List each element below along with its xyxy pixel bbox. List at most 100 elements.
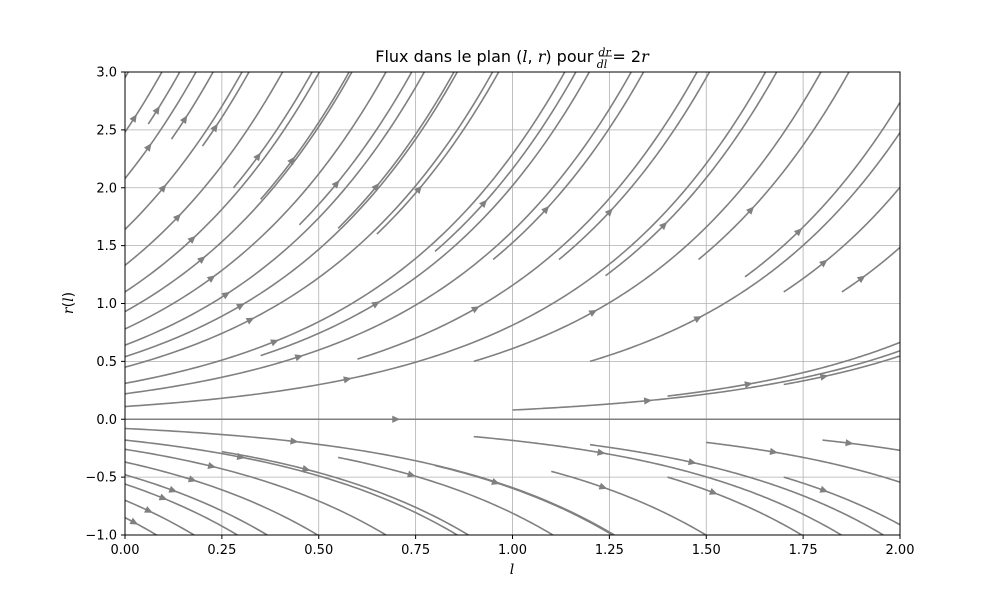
stream-arrow: [819, 259, 828, 268]
streamline: [551, 470, 708, 535]
stream-arrow: [172, 213, 182, 222]
stream-arrow: [197, 256, 206, 264]
streamline: [125, 499, 196, 535]
streamline: [125, 474, 269, 535]
streamline: [125, 72, 494, 368]
streamline: [473, 72, 822, 363]
streamline: [125, 72, 633, 395]
x-tick-label: 0.25: [207, 543, 236, 558]
x-tick-label: 0.00: [111, 543, 140, 558]
streamline: [125, 427, 616, 535]
stream-arrow: [187, 475, 197, 483]
stream-arrow: [392, 415, 401, 423]
streamline: [298, 72, 413, 226]
stream-arrow: [144, 506, 153, 513]
streamline: [125, 461, 320, 535]
stream-arrow: [206, 275, 216, 283]
streamline: [706, 441, 900, 483]
stream-arrow: [643, 397, 653, 405]
streamline: [558, 72, 711, 261]
stream-arrow: [253, 152, 261, 162]
stream-arrow: [158, 184, 167, 193]
streamline: [125, 439, 459, 535]
stream-arrow: [598, 482, 608, 490]
streamline: [589, 132, 900, 363]
streamline: [822, 439, 900, 452]
streamline: [357, 72, 698, 360]
y-tick-label: 2.0: [96, 181, 117, 196]
x-tick-label: 1.75: [789, 543, 818, 558]
y-tick-label: 0.5: [96, 355, 117, 370]
stream-arrow: [143, 143, 152, 152]
stream-arrows: [129, 106, 866, 525]
chart-title: Flux dans le plan (l, r) pour dr dl = 2r: [375, 46, 650, 71]
stream-arrow: [179, 115, 188, 124]
stream-arrow: [845, 439, 854, 447]
streamline: [589, 443, 885, 535]
streamline: [232, 72, 313, 189]
y-axis-label: r(l): [61, 292, 77, 314]
y-tick-label: 2.5: [96, 123, 117, 138]
streamline: [697, 72, 850, 261]
stream-arrow: [221, 291, 231, 300]
stream-arrow: [687, 458, 697, 466]
streamline: [125, 72, 566, 385]
streamline: [744, 101, 900, 278]
stream-arrow: [769, 447, 779, 455]
stream-arrow: [371, 301, 380, 309]
stream-arrow: [290, 437, 299, 445]
streamline: [337, 72, 455, 229]
stream-arrow: [856, 275, 866, 284]
x-tick-label: 1.25: [595, 543, 624, 558]
stream-arrow: [287, 156, 295, 166]
streamline: [337, 456, 555, 535]
streamline: [783, 355, 900, 386]
stream-arrow: [245, 317, 255, 325]
x-axis-label: l: [510, 562, 514, 578]
streamline: [125, 72, 243, 230]
streamline: [221, 450, 471, 535]
streamline: [125, 72, 387, 330]
x-tick-label: 1.50: [692, 543, 721, 558]
streamline: [125, 72, 321, 293]
x-tick-label: 0.75: [401, 543, 430, 558]
streamline: [376, 72, 500, 235]
stream-arrow: [793, 228, 803, 237]
stream-arrow: [187, 235, 196, 244]
stream-arrow: [235, 303, 245, 311]
stream-arrow: [414, 185, 422, 194]
streamline: [125, 72, 426, 346]
y-tick-label: 1.0: [96, 297, 117, 312]
y-tick-label: 3.0: [96, 66, 117, 81]
y-tick-label: −1.0: [85, 529, 117, 544]
stream-arrow: [744, 381, 753, 389]
streamline: [667, 341, 900, 397]
stream-arrow: [331, 180, 340, 189]
stream-arrow: [597, 448, 606, 456]
stream-arrow: [129, 114, 137, 123]
stream-arrow: [236, 452, 246, 460]
streamline: [667, 476, 804, 535]
stream-arrow: [407, 470, 416, 478]
y-axis: −1.0 −0.5 0.0 0.5 1.0 1.5 2.0 2.5 3.0: [85, 66, 125, 544]
streamline: [170, 72, 215, 140]
stream-arrow: [541, 205, 550, 215]
streamline: [125, 516, 159, 535]
y-tick-label: −0.5: [85, 471, 117, 486]
stream-arrow: [294, 354, 304, 362]
streamline: [125, 448, 388, 535]
streamline: [260, 72, 591, 357]
stream-arrow: [129, 517, 139, 525]
stream-arrow: [343, 376, 352, 384]
streamline: [434, 72, 577, 253]
stream-arrow: [479, 199, 488, 209]
y-tick-label: 1.5: [96, 239, 117, 254]
streamline: [492, 72, 645, 261]
streamline: [125, 72, 353, 313]
stream-arrow: [152, 106, 160, 115]
stream-arrow: [604, 208, 613, 217]
stream-arrow: [371, 183, 380, 192]
streamline: [260, 72, 351, 200]
stream-arrow: [210, 123, 218, 133]
